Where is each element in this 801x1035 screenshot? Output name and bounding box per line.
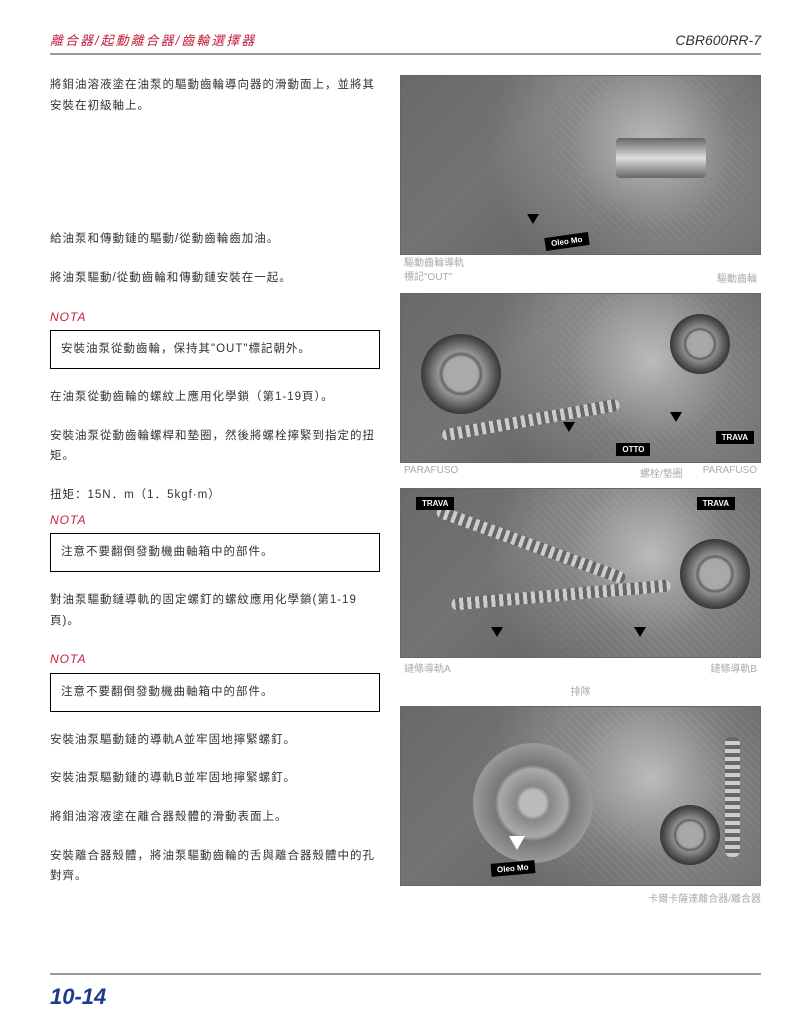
- trava-label: TRAVA: [416, 497, 454, 510]
- paragraph: 給油泵和傳動鏈的驅動/從動齒輪齒加油。: [50, 229, 380, 250]
- torque-value: 15N．m（1．5kgf·m）: [88, 489, 221, 501]
- torque-spec: 扭矩：15N．m（1．5kgf·m）: [50, 485, 380, 506]
- caption-text: 驅動齒輪導軌: [404, 257, 464, 271]
- caption-text: 鏈條導軌B: [710, 660, 757, 675]
- nota-label: NOTA: [50, 510, 380, 532]
- nota-box: 注意不要翻倒發動機曲軸箱中的部件。: [50, 673, 380, 712]
- caption-text: 標記"OUT": [404, 271, 464, 285]
- figure-engine-shaft: Oleo Mo: [400, 75, 761, 255]
- figure-caption: 鏈條導軌A 鏈條導軌B: [400, 660, 761, 675]
- page-header: 離合器/起動離合器/齒輪選擇器 CBR600RR-7: [50, 30, 761, 55]
- trava-label: TRAVA: [697, 497, 735, 510]
- model-code: CBR600RR-7: [675, 32, 761, 48]
- figure-caption: PARAFUSO 螺栓/墊圈 PARAFUSO: [400, 465, 761, 480]
- caption-text: PARAFUSO: [703, 465, 757, 480]
- content-area: 將鉬油溶液塗在油泵的驅動齒輪導向器的滑動面上，並將其安裝在初級軸上。 給油泵和傳…: [50, 75, 761, 905]
- caption-text: 驅動齒輪: [717, 270, 757, 285]
- figure-caption: 驅動齒輪導軌 標記"OUT" 驅動齒輪: [400, 257, 761, 285]
- figure-gears: TRAVA OTTO: [400, 293, 761, 463]
- paragraph: 安裝油泵驅動鏈的導軌B並牢固地擰緊螺釘。: [50, 768, 380, 789]
- trava-label: TRAVA: [716, 431, 754, 444]
- paragraph: 在油泵從動齒輪的螺紋上應用化學鎖（第1-19頁）。: [50, 387, 380, 408]
- paragraph: 對油泵驅動鏈導軌的固定螺釘的螺紋應用化學鎖(第1-19頁)。: [50, 590, 380, 631]
- figure-chain-guides: TRAVA TRAVA: [400, 488, 761, 658]
- paragraph: 將油泵驅動/從動齒輪和傳動鏈安裝在一起。: [50, 268, 380, 289]
- nota-box: 安裝油泵從動齒輪，保持其"OUT"標記朝外。: [50, 330, 380, 369]
- paragraph: 將鉬油溶液塗在油泵的驅動齒輪導向器的滑動面上，並將其安裝在初級軸上。: [50, 75, 380, 116]
- caption-text: PARAFUSO: [404, 465, 458, 480]
- page-number: 10-14: [50, 984, 106, 1010]
- torque-label: 扭矩：: [50, 489, 88, 501]
- paragraph: 將鉬油溶液塗在離合器殼體的滑動表面上。: [50, 807, 380, 828]
- figure-column: Oleo Mo 驅動齒輪導軌 標記"OUT" 驅動齒輪 TRAVA OTTO P…: [400, 75, 761, 905]
- paragraph: 安裝油泵從動齒輪螺桿和墊圈，然後將螺栓擰緊到指定的扭矩。: [50, 426, 380, 467]
- nota-label: NOTA: [50, 307, 380, 329]
- paragraph: 安裝離合器殼體，將油泵驅動齒輪的舌與離合器殼體中的孔對齊。: [50, 846, 380, 887]
- footer-divider: [50, 973, 761, 975]
- paragraph: 安裝油泵驅動鏈的導軌A並牢固地擰緊螺釘。: [50, 730, 380, 751]
- text-column: 將鉬油溶液塗在油泵的驅動齒輪導向器的滑動面上，並將其安裝在初級軸上。 給油泵和傳…: [50, 75, 380, 905]
- caption-text: 鏈條導軌A: [404, 660, 451, 675]
- caption-text: 排隊: [400, 683, 761, 698]
- caption-text: 螺栓/墊圈: [640, 465, 683, 480]
- caption-text: 卡爾卡薩達離合器/離合器: [400, 890, 761, 905]
- nota-box: 注意不要翻倒發動機曲軸箱中的部件。: [50, 533, 380, 572]
- nota-label: NOTA: [50, 649, 380, 671]
- section-title: 離合器/起動離合器/齒輪選擇器: [50, 30, 256, 49]
- figure-clutch: Oleo Mo: [400, 706, 761, 886]
- otto-label: OTTO: [616, 443, 650, 456]
